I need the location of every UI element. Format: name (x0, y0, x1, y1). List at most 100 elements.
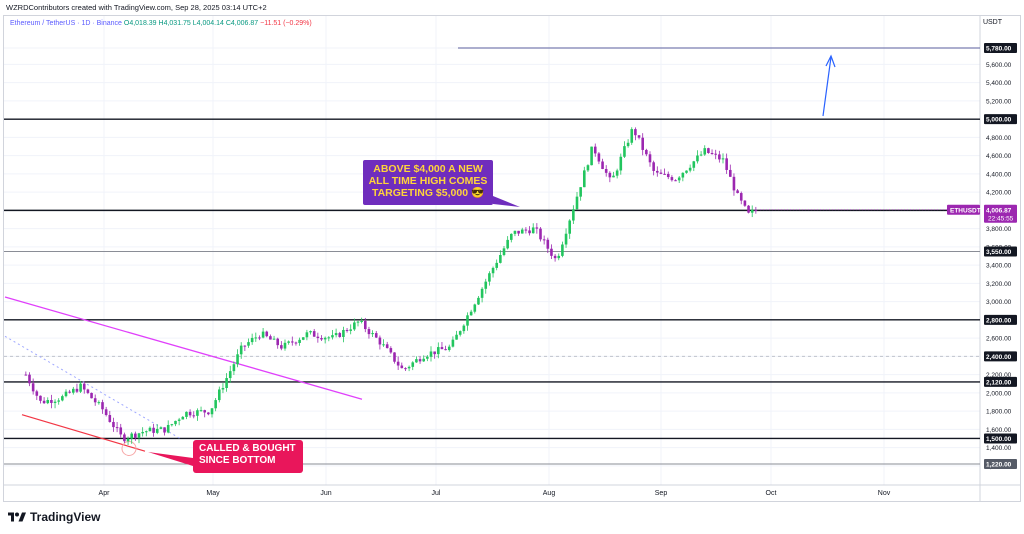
y-tick-label: 2,200.00 (986, 372, 1012, 379)
countdown-label: 22:45:55 (988, 215, 1014, 222)
candle-body (645, 149, 648, 155)
x-tick-label: Apr (99, 490, 111, 497)
x-tick-label: Sep (655, 490, 668, 497)
candle-body (429, 351, 433, 357)
candle-body (623, 146, 626, 157)
candle-body (68, 391, 71, 393)
candle-body (455, 334, 458, 340)
candle-body (104, 409, 108, 416)
candle-body (488, 273, 491, 282)
candle-body (579, 187, 582, 197)
candle-body (499, 255, 502, 263)
candle-body (364, 320, 367, 330)
candle-body (371, 333, 374, 335)
candle-body (214, 400, 217, 409)
candle-body (174, 420, 177, 425)
level-badge (984, 314, 1017, 325)
candle-body (123, 434, 126, 442)
candle-body (539, 228, 542, 240)
candle-body (134, 433, 137, 438)
candle-body (630, 129, 634, 143)
candle-body (666, 173, 670, 178)
last-price-badge (984, 204, 1017, 223)
candle-body (148, 427, 152, 432)
candle-body (218, 389, 221, 401)
candle-body (564, 233, 568, 245)
candle-body (692, 161, 696, 168)
candle-body (553, 255, 557, 259)
candle-body (39, 395, 42, 401)
candle-body (254, 337, 258, 339)
candle-body (721, 158, 725, 160)
candle-body (572, 209, 575, 221)
symbol-legend[interactable]: Ethereum / TetherUS · 1D · Binance O4,01… (10, 20, 312, 27)
last-price-label: 4,006.87 (986, 207, 1012, 214)
y-tick-label: 4,200.00 (986, 190, 1012, 197)
candle-body (269, 336, 272, 340)
candle-body (53, 401, 57, 403)
candle-body (323, 337, 327, 340)
candle-body (236, 354, 239, 365)
candle-body (535, 227, 539, 229)
candle-body (145, 431, 148, 433)
candle-body (612, 175, 615, 178)
y-tick-label: 4,400.00 (986, 171, 1012, 178)
candle-body (546, 239, 550, 249)
candle-body (338, 333, 342, 337)
candle-body (353, 322, 356, 330)
x-tick-label: Nov (878, 490, 891, 497)
candle-body (90, 392, 93, 399)
candle-body (703, 148, 707, 155)
candle-body (652, 162, 655, 171)
candle-body (225, 378, 228, 388)
candle-body (634, 129, 637, 136)
tradingview-logo-icon (8, 512, 26, 522)
candle-body (400, 365, 404, 369)
candle-body (531, 227, 535, 234)
candle-body (604, 168, 608, 173)
candle-body (656, 170, 659, 173)
candle-body (743, 200, 747, 206)
candle-body (72, 388, 75, 393)
target-arrow-head (825, 54, 836, 68)
symbol-badge-label: ETHUSDT (950, 207, 981, 214)
candle-body (79, 383, 82, 392)
candle-body (659, 172, 663, 174)
candle-body (426, 356, 429, 359)
candle-body (378, 337, 382, 345)
candle-body (349, 329, 352, 331)
chart-frame[interactable] (3, 15, 1021, 502)
candle-body (440, 347, 444, 350)
candle-body (732, 176, 736, 191)
candle-body (228, 371, 232, 379)
candle-body (601, 161, 604, 169)
y-tick-label: 1,800.00 (986, 409, 1012, 416)
candle-body (126, 438, 130, 442)
candle-body (407, 366, 411, 369)
candle-body (31, 383, 35, 392)
candle-body (374, 333, 378, 338)
candle-body (422, 358, 425, 362)
candle-body (57, 400, 60, 402)
level-badge-label: 1,220.00 (986, 462, 1012, 469)
candle-body (506, 239, 509, 249)
candle-body (382, 344, 385, 346)
candle-body (119, 427, 123, 435)
level-badge-label: 2,800.00 (986, 317, 1012, 324)
candle-body (75, 388, 79, 392)
candle-body (586, 165, 590, 171)
legend-change: −11.51 (−0.29%) (260, 20, 312, 27)
candle-body (309, 331, 312, 333)
attribution-text: WZRDContributors created with TradingVie… (6, 3, 267, 12)
candle-body (385, 344, 389, 349)
candle-body (261, 331, 265, 338)
candle-body (327, 337, 331, 339)
candle-body (725, 158, 728, 170)
tradingview-logo[interactable]: TradingView (8, 510, 100, 524)
y-tick-label: 3,800.00 (986, 226, 1012, 233)
candle-body (367, 329, 371, 335)
legend-ohlc: O4,018.39 H4,031.75 L4,004.14 C4,006.87 (123, 20, 259, 27)
candle-body (247, 342, 250, 346)
candle-body (677, 177, 681, 181)
